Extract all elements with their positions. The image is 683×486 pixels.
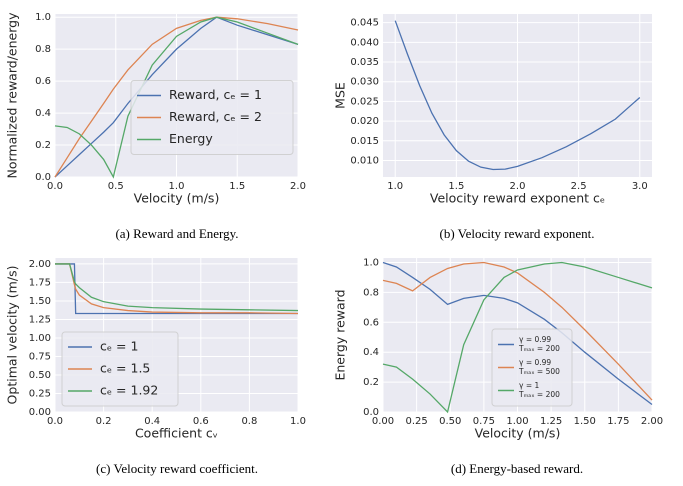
x-tick-label: 0.00 (372, 416, 394, 427)
x-tick-label: 0.25 (405, 416, 427, 427)
x-axis-label: Velocity (m/s) (475, 426, 561, 441)
data-line (382, 261, 653, 406)
y-tick-label: 0.6 (35, 76, 51, 87)
legend-label: Reward, cₑ = 2 (169, 109, 262, 124)
y-tick-label: 1.0 (35, 12, 51, 23)
x-tick-label: 0.50 (439, 416, 461, 427)
x-axis-label: Velocity (m/s) (134, 191, 220, 206)
x-tick-label: 1.0 (290, 416, 306, 427)
y-axis-label: MSE (333, 82, 348, 109)
x-tick-label: 1.25 (540, 416, 562, 427)
legend-label: Tₘₐₓ = 500 (518, 367, 560, 376)
legend-box (130, 80, 294, 155)
caption: (b) Velocity reward exponent. (440, 226, 595, 241)
y-tick-label: 0.4 (35, 108, 51, 119)
y-axis-label: Normalized reward/energy (5, 12, 20, 179)
legend-label: γ = 1 (519, 381, 539, 390)
legend-box (491, 328, 573, 407)
x-tick-label: 2.5 (571, 181, 587, 192)
y-tick-label: 0.0 (363, 407, 379, 418)
y-tick-label: 0.00 (29, 407, 51, 418)
y-tick-label: 0.015 (350, 136, 379, 147)
x-tick-label: 1.0 (169, 181, 185, 192)
x-tick-label: 2.0 (510, 181, 526, 192)
data-line (382, 261, 653, 401)
x-tick-label: 0.5 (108, 181, 124, 192)
legend-label: γ = 0.99 (519, 358, 551, 367)
y-tick-label: 2.00 (29, 259, 51, 270)
y-tick-label: 1.75 (29, 277, 51, 288)
x-tick-label: 2.00 (641, 416, 663, 427)
y-tick-label: 0.2 (35, 140, 51, 151)
x-tick-label: 1.00 (506, 416, 528, 427)
data-line (394, 20, 641, 171)
y-tick-label: 0.50 (29, 370, 51, 381)
y-tick-label: 0.25 (29, 388, 51, 399)
x-tick-label: 0.75 (473, 416, 495, 427)
y-axis-label: Energy reward (333, 289, 348, 380)
y-tick-label: 0.040 (350, 37, 379, 48)
y-axis-label: Optimal velocity (m/s) (5, 266, 20, 405)
x-tick-label: 0.0 (47, 181, 63, 192)
caption: (d) Energy-based reward. (451, 461, 583, 476)
x-tick-label: 0.8 (241, 416, 257, 427)
legend-label: Energy (169, 131, 213, 146)
x-tick-label: 1.75 (607, 416, 629, 427)
legend: Reward, cₑ = 1 Reward, cₑ = 2 Energy (130, 80, 294, 155)
data-line (55, 263, 299, 312)
x-axis-label: Coefficient cᵥ (135, 426, 218, 441)
legend-label: cₑ = 1 (100, 339, 138, 354)
caption: (c) Velocity reward coefficient. (96, 461, 258, 476)
y-tick-label: 0.045 (350, 18, 379, 29)
x-tick-label: 1.50 (574, 416, 596, 427)
x-tick-label: 1.0 (387, 181, 403, 192)
y-tick-label: 0.2 (363, 377, 379, 388)
x-tick-label: 1.5 (448, 181, 464, 192)
x-tick-label: 0.4 (144, 416, 160, 427)
legend-box (61, 331, 179, 407)
legend-label: Reward, cₑ = 1 (169, 87, 262, 102)
data-line (382, 261, 653, 414)
x-tick-label: 1.5 (229, 181, 245, 192)
y-tick-label: 0.030 (350, 77, 379, 88)
x-tick-label: 3.0 (632, 181, 648, 192)
x-tick-label: 0.2 (96, 416, 112, 427)
y-tick-label: 0.020 (350, 116, 379, 127)
y-tick-label: 0.0 (35, 172, 51, 183)
y-tick-label: 0.75 (29, 351, 51, 362)
y-tick-label: 0.8 (35, 44, 51, 55)
y-tick-label: 0.035 (350, 57, 379, 68)
legend-label: γ = 0.99 (519, 335, 551, 344)
y-tick-label: 0.025 (350, 96, 379, 107)
y-tick-label: 0.4 (363, 347, 379, 358)
x-tick-label: 2.0 (290, 181, 306, 192)
y-tick-label: 0.8 (363, 287, 379, 298)
y-tick-label: 1.00 (29, 333, 51, 344)
legend-label: Tₘₐₓ = 200 (518, 390, 560, 399)
y-tick-label: 1.25 (29, 314, 51, 325)
x-tick-label: 0.6 (193, 416, 209, 427)
x-axis-label: Velocity reward exponent cₑ (430, 191, 605, 206)
legend-label: Tₘₐₓ = 200 (518, 344, 560, 353)
legend-label: cₑ = 1.92 (100, 383, 158, 398)
y-tick-label: 0.6 (363, 317, 379, 328)
legend-label: cₑ = 1.5 (100, 361, 150, 376)
y-tick-label: 1.50 (29, 296, 51, 307)
x-tick-label: 0.0 (47, 416, 63, 427)
y-tick-label: 1.0 (363, 257, 379, 268)
caption: (a) Reward and Energy. (115, 226, 238, 241)
legend: cₑ = 1 cₑ = 1.5 cₑ = 1.92 (61, 331, 179, 407)
y-tick-label: 0.010 (350, 155, 379, 166)
